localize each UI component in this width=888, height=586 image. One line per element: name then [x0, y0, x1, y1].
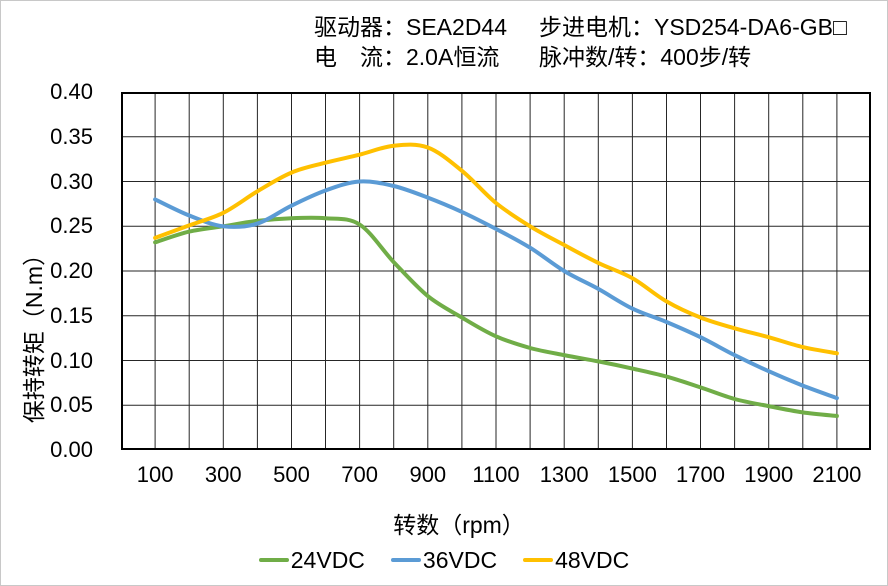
y-tick-label: 0.20 [50, 258, 93, 283]
y-tick-label: 0.35 [50, 123, 93, 149]
y-tick-label: 0.15 [50, 302, 93, 328]
legend-item-24vdc: 24VDC [258, 547, 365, 573]
legend-item-36vdc: 36VDC [390, 547, 498, 573]
x-tick-label: 900 [409, 462, 447, 487]
legend-line-icon [390, 558, 421, 562]
plot-area [121, 92, 871, 450]
y-tick-label: 0.05 [50, 392, 93, 418]
y-tick-label: 0.00 [50, 437, 93, 462]
motor-model-label: 步进电机：YSD254-DA6-GB□ [539, 14, 847, 40]
legend-label: 24VDC [290, 547, 365, 573]
legend-label: 36VDC [422, 547, 498, 573]
y-tick-label: 0.40 [50, 79, 93, 104]
legend-line-icon [258, 558, 289, 562]
x-tick-label: 2100 [812, 462, 862, 487]
plot-frame [121, 92, 871, 450]
x-tick-label: 1900 [744, 462, 794, 487]
x-tick-label: 500 [273, 462, 310, 487]
x-tick-label: 1300 [539, 462, 589, 487]
x-tick-label: 1100 [472, 462, 520, 487]
header-left-block: 驱动器：SEA2D44 电 流：2.0A恒流 [314, 12, 507, 72]
header-right-block: 步进电机：YSD254-DA6-GB□ 脉冲数/转：400步/转 [539, 12, 847, 72]
current-label: 电 流：2.0A恒流 [314, 44, 500, 70]
x-tick-label: 1500 [607, 462, 657, 487]
x-axis-title: 转数（rpm） [393, 512, 525, 538]
y-tick-label: 0.25 [50, 213, 93, 239]
legend-line-icon [523, 558, 554, 562]
curve-48vdc [153, 142, 839, 356]
driver-label: 驱动器：SEA2D44 [314, 14, 508, 40]
x-tick-label: 100 [136, 462, 174, 487]
y-tick-label: 0.10 [50, 347, 93, 373]
x-tick-label: 700 [341, 462, 378, 487]
y-tick-label: 0.30 [50, 168, 93, 194]
legend-item-48vdc: 48VDC [523, 547, 629, 573]
legend: 24VDC 36VDC 48VDC [1, 547, 887, 573]
x-tick-label: 300 [204, 462, 242, 487]
curve-36vdc [153, 179, 839, 401]
x-tick-label: 1700 [676, 462, 726, 487]
legend-label: 48VDC [555, 547, 630, 573]
pulses-per-rev-label: 脉冲数/转：400步/转 [539, 44, 752, 70]
gridlines [121, 92, 871, 450]
